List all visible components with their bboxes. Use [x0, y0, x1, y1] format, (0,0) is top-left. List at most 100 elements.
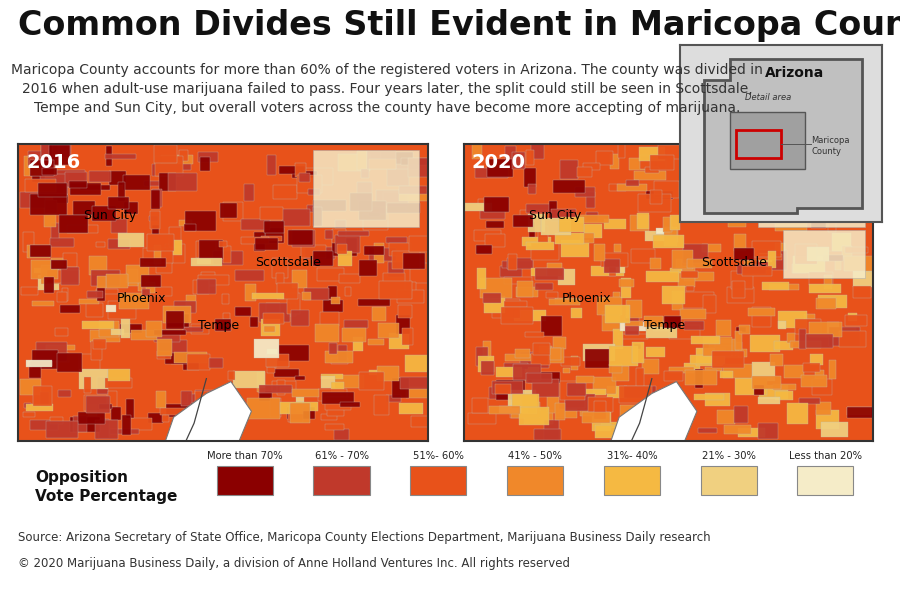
Bar	[571, 356, 578, 370]
Bar	[671, 292, 683, 310]
Bar	[734, 234, 746, 251]
Bar	[223, 247, 231, 263]
Bar	[815, 410, 840, 430]
Bar	[152, 188, 162, 207]
Bar	[223, 313, 230, 319]
Bar	[762, 212, 779, 223]
Bar	[302, 245, 326, 258]
Bar	[760, 385, 788, 398]
Bar	[315, 325, 339, 342]
Bar	[161, 155, 193, 164]
Bar	[724, 201, 733, 212]
Bar	[369, 159, 396, 169]
Bar	[86, 396, 110, 413]
Bar	[531, 140, 544, 159]
Bar	[97, 287, 104, 301]
Bar	[62, 289, 68, 301]
Bar	[770, 284, 798, 290]
Bar	[537, 226, 548, 246]
Bar	[25, 179, 56, 193]
Bar	[560, 382, 585, 400]
Bar	[662, 286, 685, 304]
Bar	[305, 247, 335, 259]
Bar	[575, 187, 596, 197]
Bar	[406, 355, 429, 372]
Bar	[334, 374, 364, 388]
Bar	[374, 243, 383, 263]
Bar	[849, 313, 857, 320]
Bar	[528, 372, 560, 383]
Bar	[281, 402, 303, 414]
Bar	[323, 300, 343, 312]
Bar	[44, 208, 56, 227]
Bar	[328, 286, 337, 299]
Bar	[719, 149, 726, 161]
Bar	[58, 391, 71, 397]
Bar	[752, 376, 780, 389]
Bar	[507, 466, 563, 496]
Bar	[745, 209, 776, 216]
Bar	[787, 333, 795, 343]
Bar	[764, 215, 791, 223]
Bar	[697, 348, 725, 366]
Text: Tempe: Tempe	[198, 319, 239, 332]
Bar	[829, 327, 860, 346]
Bar	[201, 404, 222, 424]
Bar	[383, 273, 405, 282]
Bar	[108, 197, 129, 209]
Bar	[359, 202, 386, 220]
Bar	[770, 354, 783, 366]
Bar	[683, 244, 708, 263]
Bar	[377, 366, 400, 381]
Bar	[551, 209, 576, 221]
Bar	[287, 303, 296, 316]
Bar	[89, 256, 107, 275]
Text: 31%- 40%: 31%- 40%	[607, 451, 657, 461]
Bar	[778, 311, 806, 328]
Bar	[626, 180, 639, 186]
Bar	[277, 283, 298, 299]
Bar	[266, 155, 275, 175]
Bar	[39, 275, 58, 290]
Bar	[322, 392, 354, 404]
Bar	[158, 351, 171, 359]
Bar	[633, 342, 644, 363]
Bar	[50, 238, 74, 247]
Bar	[592, 377, 617, 394]
Bar	[595, 425, 615, 438]
Bar	[118, 233, 145, 247]
Bar	[616, 266, 625, 273]
Bar	[742, 211, 757, 220]
Bar	[73, 202, 95, 215]
Bar	[735, 331, 742, 350]
Bar	[787, 403, 808, 424]
Bar	[38, 353, 68, 362]
Bar	[581, 412, 610, 422]
Bar	[183, 353, 199, 370]
Bar	[526, 150, 535, 165]
Polygon shape	[730, 112, 805, 169]
Bar	[40, 173, 68, 194]
Bar	[154, 330, 180, 342]
Bar	[734, 379, 767, 395]
Bar	[559, 217, 584, 232]
Bar	[55, 170, 85, 185]
Bar	[519, 407, 549, 425]
Bar	[625, 316, 639, 335]
Bar	[112, 218, 128, 233]
Bar	[826, 186, 856, 205]
Bar	[792, 264, 806, 273]
Bar	[387, 203, 420, 213]
Bar	[535, 283, 554, 290]
Bar	[272, 380, 296, 391]
Bar	[266, 228, 284, 242]
Text: Opposition
Vote Percentage: Opposition Vote Percentage	[35, 470, 177, 504]
Bar	[40, 178, 63, 194]
Bar	[724, 425, 751, 434]
Bar	[167, 173, 197, 191]
Bar	[613, 292, 620, 298]
Bar	[159, 340, 187, 357]
Bar	[157, 340, 172, 356]
Bar	[749, 152, 760, 166]
Bar	[369, 248, 396, 261]
